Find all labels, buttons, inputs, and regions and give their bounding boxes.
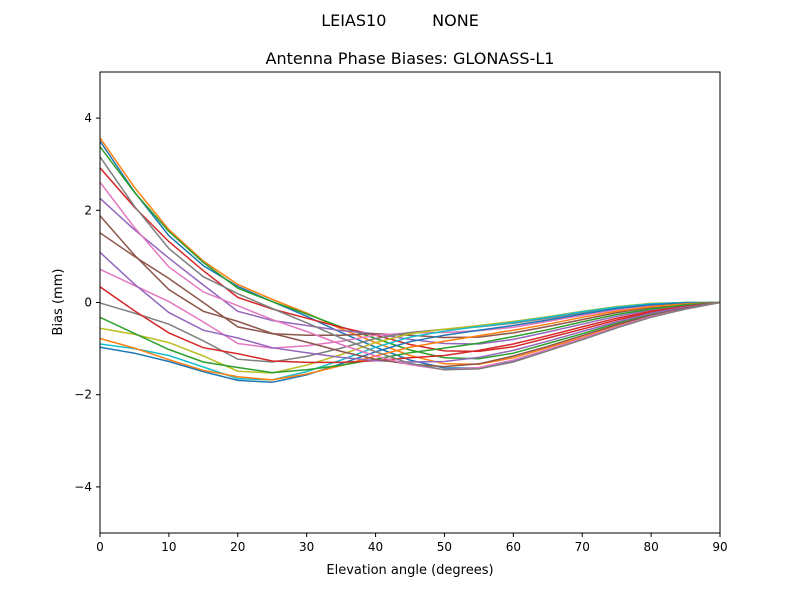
y-tick-label: 2 [84,203,92,217]
chart-title: Antenna Phase Biases: GLONASS-L1 [266,49,555,68]
x-tick-label: 70 [575,540,590,554]
x-tick-label: 10 [161,540,176,554]
series-line-12 [100,301,720,374]
x-tick-label: 0 [96,540,104,554]
series-line-11 [100,301,720,381]
y-axis-label: Bias (mm) [51,269,66,336]
series-line-17 [100,156,720,371]
series-line-16 [100,181,720,371]
y-tick-label: 0 [84,296,92,310]
y-tick-label: −2 [74,388,92,402]
series-line-1 [100,137,720,366]
x-tick-label: 30 [299,540,314,554]
series-line-13 [100,286,720,364]
series-line-4 [100,197,720,345]
x-axis-label: Elevation angle (degrees) [326,563,493,578]
y-axis: −4 −2 0 2 4 [74,111,100,494]
series-line-5 [100,232,720,339]
x-tick-label: 50 [437,540,452,554]
y-tick-label: 4 [84,111,92,125]
y-tick-label: −4 [74,480,92,494]
x-tick-label: 20 [230,540,245,554]
x-tick-label: 40 [368,540,383,554]
axes-frame [99,71,721,534]
x-tick-label: 90 [712,540,727,554]
x-tick-label: 60 [506,540,521,554]
series-line-10 [100,301,720,384]
series-line-2 [100,146,720,360]
x-axis: 0 10 20 30 40 50 60 70 80 90 [96,533,728,554]
series-line-14 [100,251,720,363]
series-line-3 [100,167,720,353]
x-tick-label: 80 [643,540,658,554]
series-line-9 [100,301,720,381]
figure-suptitle: LEIAS10 NONE [321,11,479,30]
series-lines [100,137,720,384]
